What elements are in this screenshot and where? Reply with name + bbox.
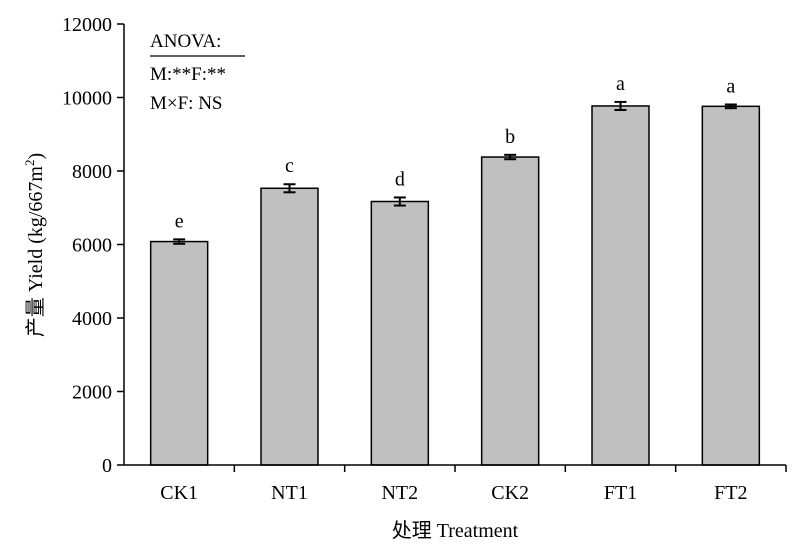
y-axis-title: 产量 Yield (kg/667m2) bbox=[22, 153, 47, 337]
y-tick-label: 2000 bbox=[72, 382, 112, 404]
y-tick-label: 6000 bbox=[72, 235, 112, 257]
category-label-ck2: CK2 bbox=[491, 482, 529, 504]
significance-letter-ft2: a bbox=[726, 75, 735, 97]
anova-main-effects: M:**F:** bbox=[150, 64, 226, 85]
y-axis-title-superscript: 2 bbox=[22, 160, 37, 167]
significance-letter-nt2: d bbox=[395, 168, 405, 190]
significance-letter-ck2: b bbox=[505, 126, 515, 148]
anova-title: ANOVA: bbox=[150, 31, 221, 52]
anova-annotation: ANOVA: M:**F:** M×F: NS bbox=[150, 31, 245, 114]
significance-letter-nt1: c bbox=[285, 155, 294, 177]
bar-ft1 bbox=[591, 105, 650, 466]
category-label-ft1: FT1 bbox=[604, 482, 637, 504]
bar-ck1 bbox=[149, 240, 209, 466]
category-label-ft2: FT2 bbox=[714, 482, 747, 504]
x-axis-category-labels: CK1 NT1 NT2 CK2 FT1 FT2 bbox=[160, 465, 787, 504]
x-axis-title: 处理 Treatment bbox=[392, 519, 519, 542]
category-label-ck1: CK1 bbox=[160, 482, 198, 504]
bar-nt2 bbox=[370, 200, 430, 466]
error-bars bbox=[173, 100, 737, 245]
y-tick-label: 8000 bbox=[72, 161, 112, 183]
category-label-nt2: NT2 bbox=[381, 482, 418, 504]
significance-letter-ft1: a bbox=[616, 73, 625, 95]
y-tick-label: 12000 bbox=[62, 14, 112, 36]
y-axis-title-main: 产量 Yield (kg/667m bbox=[24, 166, 47, 338]
category-label-nt1: NT1 bbox=[271, 482, 308, 504]
y-axis-title-close: ) bbox=[25, 153, 47, 160]
bars bbox=[149, 105, 761, 466]
y-tick-label: 0 bbox=[102, 455, 112, 477]
y-tick-label: 10000 bbox=[62, 88, 112, 110]
bar-ck2 bbox=[480, 156, 540, 466]
bar-nt1 bbox=[260, 187, 319, 466]
bar-ft2 bbox=[701, 105, 761, 466]
y-axis-ticks: 0 2000 4000 6000 8000 10000 12000 bbox=[62, 14, 124, 477]
significance-letters: e c d b a a bbox=[175, 73, 736, 232]
anova-interaction: M×F: NS bbox=[150, 93, 223, 114]
significance-letter-ck1: e bbox=[175, 210, 184, 232]
y-tick-label: 4000 bbox=[72, 308, 112, 330]
